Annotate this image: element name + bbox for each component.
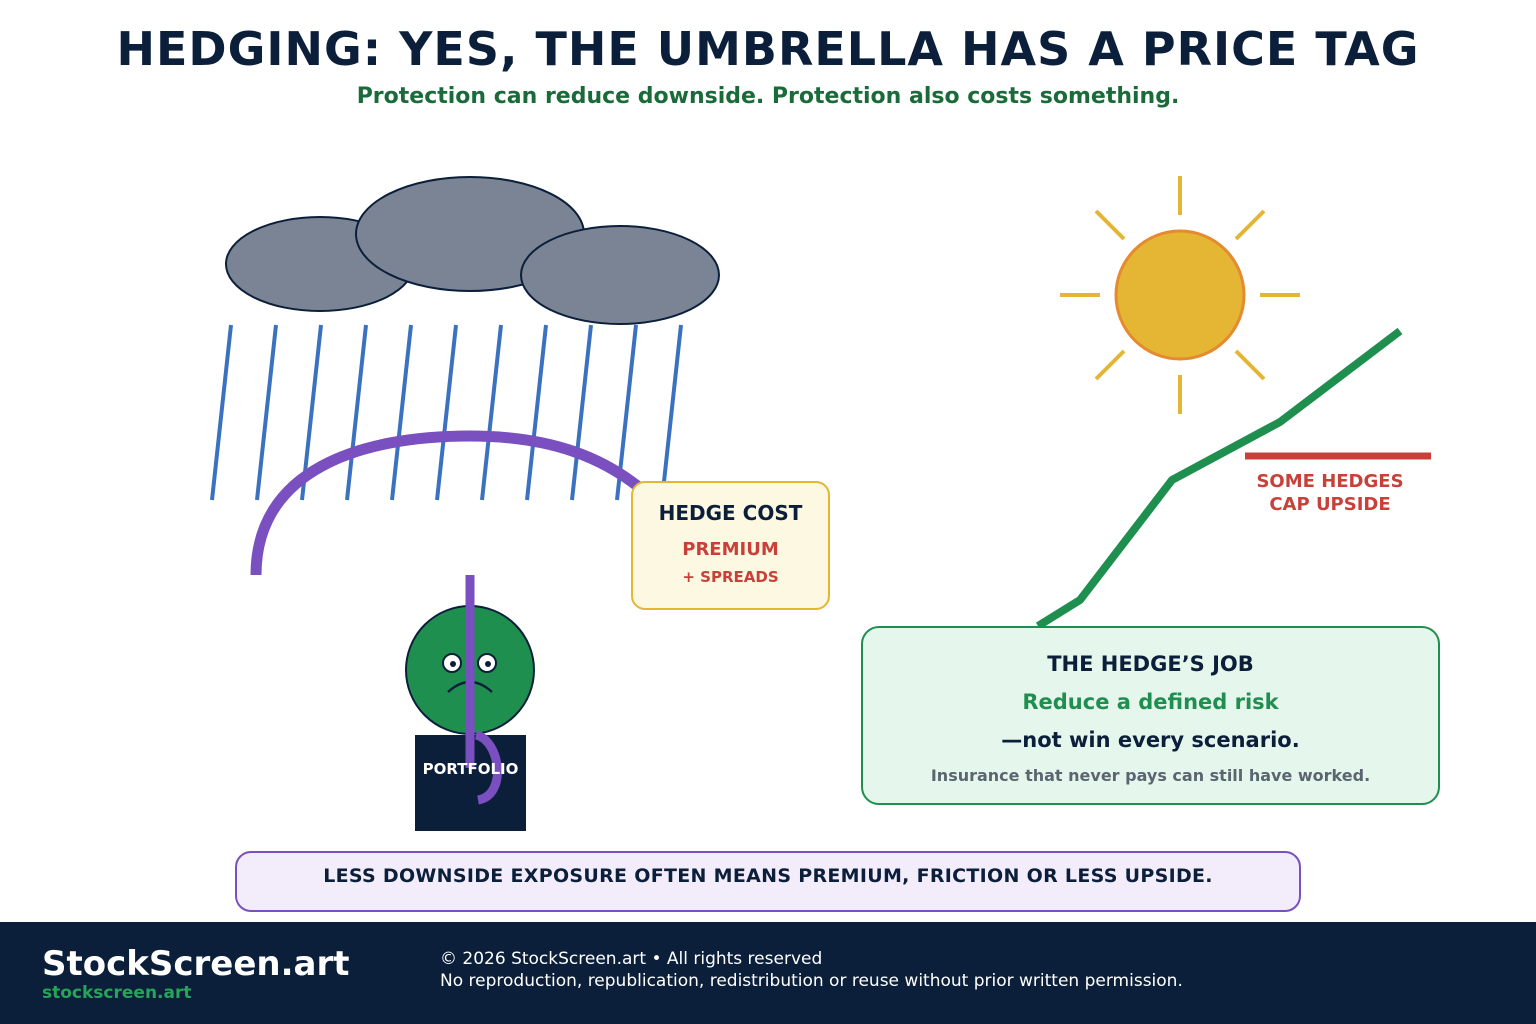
- illustration: [210, 176, 1431, 831]
- hedge-cost-premium: PREMIUM: [682, 539, 779, 560]
- rain-streak: [210, 324, 233, 501]
- storm-cloud-icon: [225, 176, 720, 325]
- hedge-cost-card: HEDGE COST PREMIUM + SPREADS: [631, 481, 830, 610]
- hedge-job-line1: Reduce a defined risk: [1022, 690, 1279, 714]
- rain-streak: [570, 324, 593, 501]
- footer-brand: StockScreen.art: [42, 944, 350, 984]
- bottom-message-bar: LESS DOWNSIDE EXPOSURE OFTEN MEANS PREMI…: [235, 851, 1301, 912]
- hedge-job-line2: —not win every scenario.: [1001, 728, 1300, 752]
- rain-icon: [210, 324, 683, 501]
- hedge-cost-spreads: + SPREADS: [682, 568, 779, 586]
- rain-streak: [435, 324, 458, 501]
- cap-upside-label: SOME HEDGES CAP UPSIDE: [1232, 470, 1428, 516]
- footer-notice: No reproduction, republication, redistri…: [440, 971, 1183, 991]
- cap-upside-line1: SOME HEDGES: [1256, 471, 1404, 492]
- hedge-job-card: THE HEDGE’S JOB Reduce a defined risk —n…: [861, 626, 1440, 805]
- sun-icon: [1060, 176, 1300, 414]
- umbrella-handle-icon: [465, 575, 502, 805]
- rain-streak: [255, 324, 278, 501]
- umbrella-canopy-icon: [250, 430, 644, 576]
- page-title: HEDGING: YES, THE UMBRELLA HAS A PRICE T…: [116, 22, 1420, 76]
- page-subtitle: Protection can reduce downside. Protecti…: [356, 84, 1180, 109]
- hedge-job-note: Insurance that never pays can still have…: [930, 766, 1371, 785]
- rain-streak: [525, 324, 548, 501]
- footer: StockScreen.art stockscreen.art © 2026 S…: [0, 922, 1536, 1024]
- footer-copyright: © 2026 StockScreen.art • All rights rese…: [440, 949, 823, 969]
- portfolio-label: PORTFOLIO: [422, 760, 519, 778]
- rain-streak: [345, 324, 368, 501]
- hedge-cost-title: HEDGE COST: [658, 501, 803, 525]
- bottom-message: LESS DOWNSIDE EXPOSURE OFTEN MEANS PREMI…: [323, 865, 1213, 887]
- rising-line-icon: [1035, 327, 1403, 630]
- rain-streak: [660, 324, 683, 501]
- cap-upside-line2: CAP UPSIDE: [1269, 494, 1391, 515]
- footer-url[interactable]: stockscreen.art: [42, 983, 192, 1003]
- hedge-job-title: THE HEDGE’S JOB: [1047, 652, 1254, 676]
- rain-streak: [390, 324, 413, 501]
- rain-streak: [480, 324, 503, 501]
